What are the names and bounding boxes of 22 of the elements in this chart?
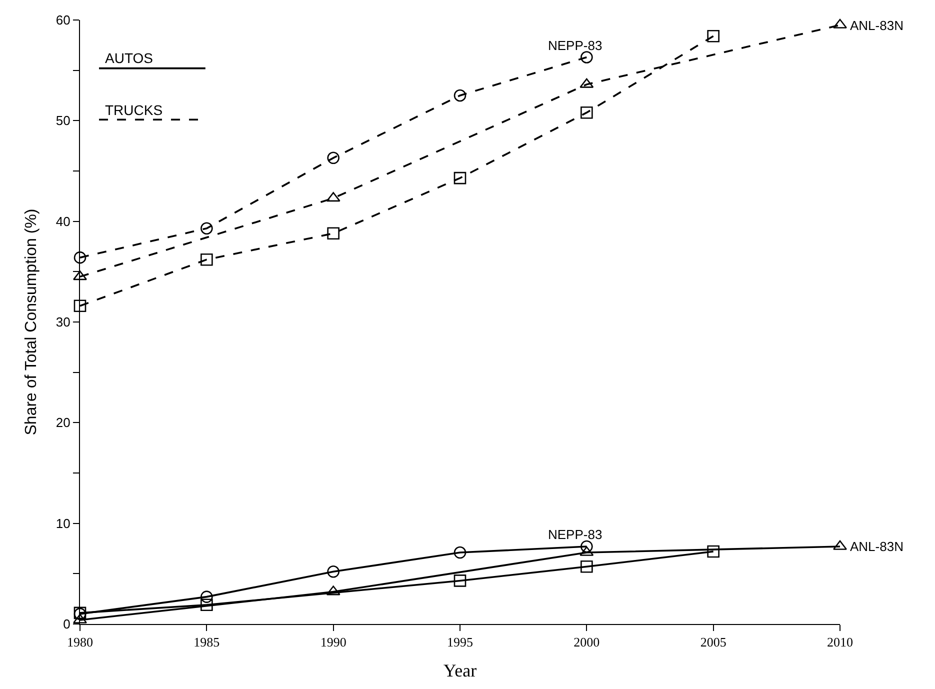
- y-tick-label: 40: [56, 214, 70, 229]
- series-label: NEPP-83: [548, 38, 602, 53]
- y-tick-label: 50: [56, 113, 70, 128]
- x-tick-label: 2000: [574, 634, 600, 650]
- y-tick-label: 30: [56, 314, 70, 330]
- annotation: AUTOS: [105, 50, 153, 66]
- series-label: ANL-83N: [850, 18, 904, 33]
- x-tick-label: 2010: [827, 634, 853, 650]
- y-tick-label: 0: [63, 616, 70, 632]
- y-axis-title: Share of Total Consumption (%): [22, 208, 40, 436]
- x-tick-label: 1980: [67, 634, 93, 650]
- series-label: NEPP-83: [548, 527, 602, 542]
- x-tick-label: 1990: [320, 634, 346, 650]
- y-tick-label: 10: [56, 516, 70, 531]
- annotation: TRUCKS: [105, 102, 163, 118]
- x-tick-label: 2005: [700, 634, 726, 650]
- x-axis-title: Year: [443, 660, 477, 681]
- y-tick-label: 20: [56, 415, 70, 430]
- series-label: ANL-83N: [850, 539, 904, 554]
- x-tick-label: 1985: [194, 634, 220, 650]
- x-tick-label: 1995: [447, 634, 473, 650]
- y-tick-label: 60: [56, 12, 70, 28]
